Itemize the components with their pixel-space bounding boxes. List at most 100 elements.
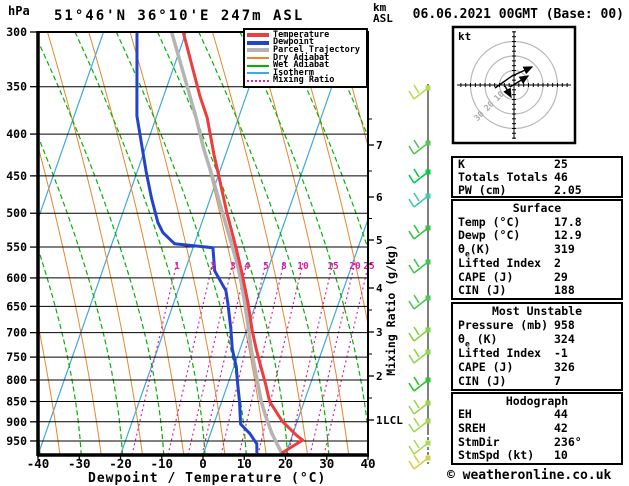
table-row-value: 188 (554, 283, 575, 298)
wind-barb (408, 224, 431, 240)
wet-adiabat-line (280, 32, 368, 251)
isotherm-line (119, 32, 270, 455)
wind-barb (408, 258, 431, 274)
table-row: Lifted Index -1 (453, 347, 621, 360)
table-section-title: Surface (512, 200, 562, 215)
legend-item: Parcel Trajectory (247, 44, 364, 55)
wet-adiabat-line (38, 39, 165, 455)
wind-barb (408, 439, 431, 455)
table-row-value: 44 (554, 407, 568, 422)
table-row: CIN (J) 7 (453, 375, 621, 388)
legend-swatch-isotherm (247, 72, 269, 75)
table-row: Lifted Index 2 (453, 255, 621, 270)
legend-swatch-wet-adiabat (247, 64, 269, 67)
station-title: 51°46'N 36°10'E 247m ASL (54, 8, 305, 24)
table-row-label: CAPE (J) (458, 360, 514, 374)
pressure-tick-label: 450 (6, 169, 27, 183)
table-row-label: PW (cm) (458, 183, 507, 197)
temperature-tick-label: 20 (278, 456, 293, 471)
legend-label: Temperature (273, 29, 330, 40)
legend-swatch-parcel-trajectory (247, 48, 269, 53)
dry-adiabat-line (129, 32, 226, 455)
legend-label: Parcel Trajectory (273, 44, 360, 55)
table-row-value: 958 (554, 318, 575, 332)
table-row-label: θe (K) (458, 332, 498, 349)
isotherm-line (284, 217, 368, 455)
table-row-label: Totals Totals (458, 170, 549, 184)
dry-adiabat-line (47, 32, 143, 455)
legend-label: Mixing Ratio (273, 75, 335, 86)
wind-barb (408, 454, 431, 470)
pressure-tick-label: 400 (6, 127, 27, 141)
pressure-tick-label: 600 (6, 271, 27, 285)
table-row-value: 7 (554, 374, 561, 388)
mixing-ratio-line (131, 261, 178, 455)
wind-barb (408, 294, 431, 310)
sounding-curves (135, 32, 305, 455)
table-row-value: 12.9 (554, 228, 582, 243)
mixing-ratio-labels: 1 2 3 4 5 8 10 15 20 25 (174, 261, 375, 272)
surface-table: Surface Temp (°C) 17.8 Dewp (°C) 12.9 θe(K) 31… (451, 199, 623, 300)
svg-text:5: 5 (263, 261, 269, 272)
table-row-label: SREH (458, 420, 486, 435)
km-tick-label: 1 (376, 414, 383, 427)
hodograph-wind-vector (509, 75, 530, 88)
table-row-label: Temp (°C) (458, 214, 521, 229)
table-row-label: EH (458, 407, 472, 422)
dry-adiabat-line (294, 32, 368, 327)
legend-item: Isotherm (247, 67, 364, 78)
hodograph-wind-vector (503, 85, 512, 99)
table-row-value: 2 (554, 255, 561, 270)
wet-adiabat-line (115, 32, 247, 455)
table-row-label: θe(K) (458, 242, 491, 259)
mixing-ratio-line (257, 261, 304, 455)
pressure-tick-label: 300 (6, 25, 27, 39)
table-row: StmSpd (kt) 10 (453, 449, 621, 462)
svg-text:1: 1 (174, 261, 180, 272)
lcl-label: LCL (383, 414, 403, 427)
table-row: PW (cm) 2.05 (453, 184, 621, 197)
table-row-value: 319 (554, 242, 575, 256)
table-row-value: 25 (554, 157, 568, 171)
table-row: Dewp (°C) 12.9 (453, 229, 621, 242)
wind-barb (408, 376, 431, 392)
pressure-tick-label: 700 (6, 326, 27, 340)
pressure-tick-label: 900 (6, 415, 27, 429)
hodograph-wind-vector (494, 66, 534, 89)
table-row: Temp (°C) 17.8 (453, 214, 621, 229)
isotherm-line (38, 32, 187, 455)
table-row: CAPE (J) 29 (453, 269, 621, 284)
wind-barb (408, 348, 431, 364)
legend-swatch-temperature (247, 33, 269, 38)
wet-adiabat-line (239, 32, 368, 437)
temperature-tick-label: -30 (68, 456, 91, 471)
temperature-tick-label: -10 (150, 456, 173, 471)
table-row-value: 236° (554, 434, 582, 449)
table-row: θe(K) 319 (453, 242, 621, 259)
table-row-value: -1 (554, 346, 568, 360)
isotherm-line (202, 32, 352, 455)
svg-text:20: 20 (349, 261, 361, 272)
table-row-value: 326 (554, 360, 575, 374)
dry-adiabat-line (38, 144, 102, 455)
svg-text:25: 25 (363, 261, 375, 272)
pressure-tick-label: 850 (6, 395, 27, 409)
legend-label: Isotherm (273, 67, 314, 78)
svg-text:4: 4 (244, 261, 250, 272)
legend-label: Dry Adiabat (273, 52, 330, 63)
km-tick-label: 5 (376, 234, 383, 247)
wind-barb (408, 417, 431, 433)
pressure-tick-label: 800 (6, 373, 27, 387)
pressure-tick-label: 650 (6, 299, 27, 313)
dry-adiabat-line (212, 32, 308, 455)
legend-item: Mixing Ratio (247, 75, 364, 86)
isotherm-line (38, 32, 105, 222)
table-row-value: 324 (554, 332, 575, 346)
wind-barb (408, 168, 431, 184)
svg-text:3: 3 (230, 261, 236, 272)
table-row-value: 29 (554, 269, 568, 284)
dry-adiabat-line (625, 32, 629, 455)
table-row-label: Dewp (°C) (458, 228, 521, 243)
